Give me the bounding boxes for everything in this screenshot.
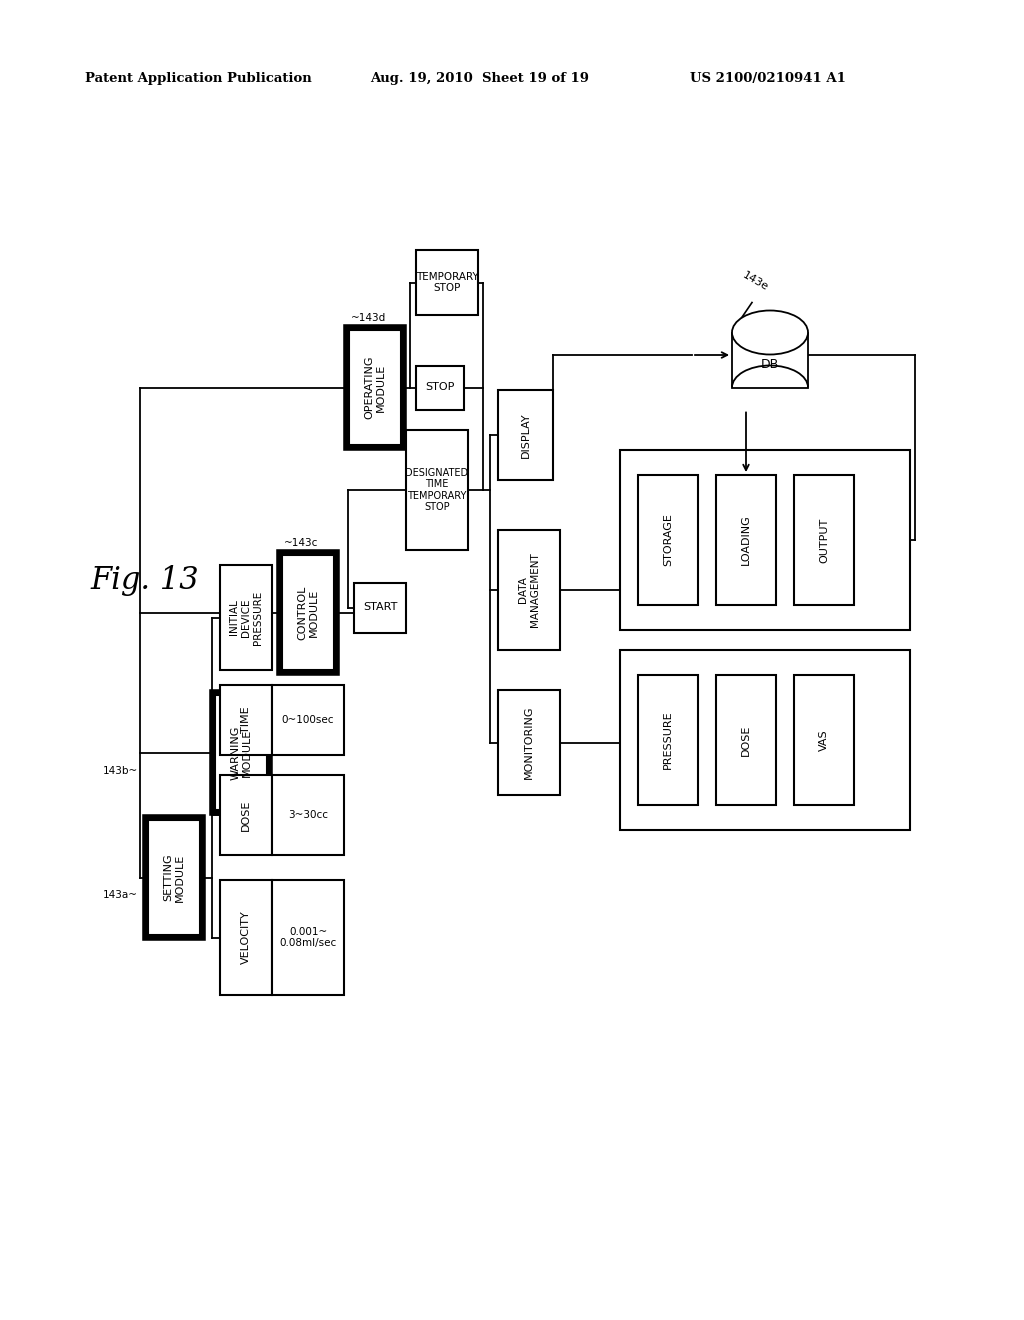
Bar [638, 675, 698, 805]
Bar [220, 775, 272, 855]
Bar [416, 249, 478, 315]
Bar [215, 696, 267, 810]
Text: INITIAL
DEVICE
PRESSURE: INITIAL DEVICE PRESSURE [229, 590, 262, 644]
Bar [145, 817, 203, 939]
Bar [282, 554, 334, 671]
Text: 0.001~
0.08ml/sec: 0.001~ 0.08ml/sec [280, 927, 337, 948]
Bar [220, 685, 272, 755]
Bar [354, 582, 406, 632]
Text: TIME: TIME [241, 706, 251, 734]
Bar [212, 692, 270, 813]
Text: OPERATING
MODULE: OPERATING MODULE [365, 356, 386, 420]
Bar [272, 880, 344, 995]
Text: ~143d: ~143d [351, 313, 386, 323]
Text: WARNING
MODULE: WARNING MODULE [230, 725, 252, 780]
Text: OUTPUT: OUTPUT [819, 517, 829, 562]
Bar [716, 475, 776, 605]
Bar [148, 820, 200, 935]
Text: TEMPORARY
STOP: TEMPORARY STOP [416, 272, 478, 293]
Text: 143a~: 143a~ [103, 891, 138, 900]
Text: PRESSURE: PRESSURE [663, 710, 673, 770]
Bar [732, 333, 808, 388]
Bar [794, 475, 854, 605]
Text: DATA
MANAGEMENT: DATA MANAGEMENT [518, 553, 540, 627]
Text: START: START [362, 602, 397, 612]
Text: ~143c: ~143c [284, 539, 318, 548]
Bar [716, 675, 776, 805]
Text: 143b~: 143b~ [102, 766, 138, 776]
Bar [498, 531, 560, 649]
Text: STORAGE: STORAGE [663, 513, 673, 566]
Bar [346, 327, 404, 447]
Bar [406, 430, 468, 550]
Bar [498, 690, 560, 795]
Bar [794, 675, 854, 805]
Text: VELOCITY: VELOCITY [241, 911, 251, 965]
Bar [416, 366, 464, 409]
Text: STOP: STOP [425, 383, 455, 392]
Text: DOSE: DOSE [241, 800, 251, 830]
Ellipse shape [732, 310, 808, 355]
Text: CONTROL
MODULE: CONTROL MODULE [297, 585, 318, 640]
Text: 3~30cc: 3~30cc [288, 810, 328, 820]
Text: MONITORING: MONITORING [524, 706, 534, 779]
Text: US 2100/0210941 A1: US 2100/0210941 A1 [690, 73, 846, 84]
Bar [638, 475, 698, 605]
Bar [498, 389, 553, 480]
Text: VAS: VAS [819, 729, 829, 751]
Text: 0~100sec: 0~100sec [282, 715, 334, 725]
Bar [620, 649, 910, 830]
Bar [220, 565, 272, 671]
Text: SETTING
MODULE: SETTING MODULE [163, 853, 184, 902]
Bar [349, 330, 401, 445]
Bar [620, 450, 910, 630]
Text: Aug. 19, 2010  Sheet 19 of 19: Aug. 19, 2010 Sheet 19 of 19 [370, 73, 589, 84]
Text: DISPLAY: DISPLAY [520, 412, 530, 458]
Text: LOADING: LOADING [741, 515, 751, 565]
Text: Fig. 13: Fig. 13 [90, 565, 199, 595]
Text: DOSE: DOSE [741, 725, 751, 755]
Bar [272, 685, 344, 755]
Bar [220, 880, 272, 995]
Text: 143e: 143e [740, 269, 770, 293]
Bar [272, 775, 344, 855]
Text: DESIGNATED
TIME
TEMPORARY
STOP: DESIGNATED TIME TEMPORARY STOP [406, 467, 469, 512]
Text: DB: DB [761, 359, 779, 371]
Bar [279, 552, 337, 673]
Text: Patent Application Publication: Patent Application Publication [85, 73, 311, 84]
